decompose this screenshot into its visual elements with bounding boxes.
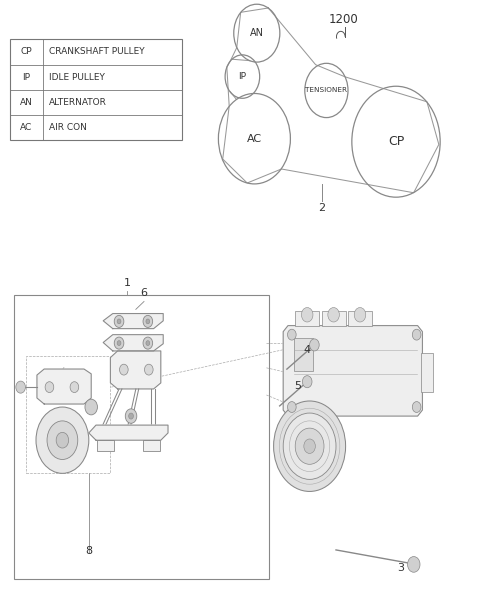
Polygon shape xyxy=(283,326,422,416)
Circle shape xyxy=(354,308,366,322)
Bar xyxy=(10,39,182,140)
Circle shape xyxy=(274,401,346,491)
Circle shape xyxy=(117,341,121,346)
Circle shape xyxy=(85,399,97,415)
Text: 6140: 6140 xyxy=(342,358,368,368)
Circle shape xyxy=(295,428,324,464)
Bar xyxy=(295,311,319,326)
Bar xyxy=(14,295,269,579)
Circle shape xyxy=(114,315,124,327)
Circle shape xyxy=(114,337,124,349)
Text: 8: 8 xyxy=(85,546,92,556)
Text: AIR CON: AIR CON xyxy=(49,124,87,132)
Circle shape xyxy=(301,308,313,322)
Circle shape xyxy=(412,329,421,340)
Polygon shape xyxy=(89,425,168,440)
Circle shape xyxy=(129,413,133,419)
Text: ALTERNATOR: ALTERNATOR xyxy=(49,98,107,107)
Polygon shape xyxy=(110,351,161,389)
Text: 5: 5 xyxy=(294,381,301,391)
Circle shape xyxy=(56,432,69,448)
Text: IP: IP xyxy=(239,72,246,81)
Text: TENSIONER: TENSIONER xyxy=(305,87,348,93)
Circle shape xyxy=(144,364,153,375)
Circle shape xyxy=(117,319,121,324)
Polygon shape xyxy=(103,335,163,351)
Bar xyxy=(294,338,313,371)
Text: AC: AC xyxy=(20,124,33,132)
Circle shape xyxy=(70,382,79,393)
Bar xyxy=(97,440,114,451)
Circle shape xyxy=(146,341,150,346)
Circle shape xyxy=(288,329,296,340)
Circle shape xyxy=(120,364,128,375)
Text: 1: 1 xyxy=(124,277,131,288)
Text: 2: 2 xyxy=(318,203,325,213)
Text: 3: 3 xyxy=(397,563,404,573)
Circle shape xyxy=(412,402,421,412)
Circle shape xyxy=(36,407,89,473)
Circle shape xyxy=(125,409,137,423)
Circle shape xyxy=(288,402,296,412)
Circle shape xyxy=(408,557,420,572)
Text: 1200: 1200 xyxy=(328,13,358,27)
Text: IDLE PULLEY: IDLE PULLEY xyxy=(49,73,105,81)
Text: AN: AN xyxy=(250,28,264,38)
Circle shape xyxy=(283,413,336,479)
Bar xyxy=(26,356,110,473)
Circle shape xyxy=(302,376,312,388)
Text: CP: CP xyxy=(21,48,32,56)
Circle shape xyxy=(146,319,150,324)
Bar xyxy=(143,440,160,451)
Polygon shape xyxy=(37,369,91,404)
Circle shape xyxy=(143,315,153,327)
Circle shape xyxy=(47,421,78,459)
Circle shape xyxy=(143,337,153,349)
Circle shape xyxy=(310,339,319,351)
Bar xyxy=(421,353,433,392)
Text: AC: AC xyxy=(247,134,262,144)
Text: 6: 6 xyxy=(141,288,147,298)
Text: 7: 7 xyxy=(42,379,49,389)
Circle shape xyxy=(45,382,54,393)
Text: CP: CP xyxy=(388,135,404,148)
Polygon shape xyxy=(103,314,163,329)
Bar xyxy=(322,311,346,326)
Text: AN: AN xyxy=(20,98,33,107)
Circle shape xyxy=(304,439,315,453)
Text: 4: 4 xyxy=(304,345,311,355)
Bar xyxy=(348,311,372,326)
Text: CRANKSHAFT PULLEY: CRANKSHAFT PULLEY xyxy=(49,48,144,56)
Circle shape xyxy=(16,381,25,393)
Text: IP: IP xyxy=(23,73,30,81)
Circle shape xyxy=(328,308,339,322)
